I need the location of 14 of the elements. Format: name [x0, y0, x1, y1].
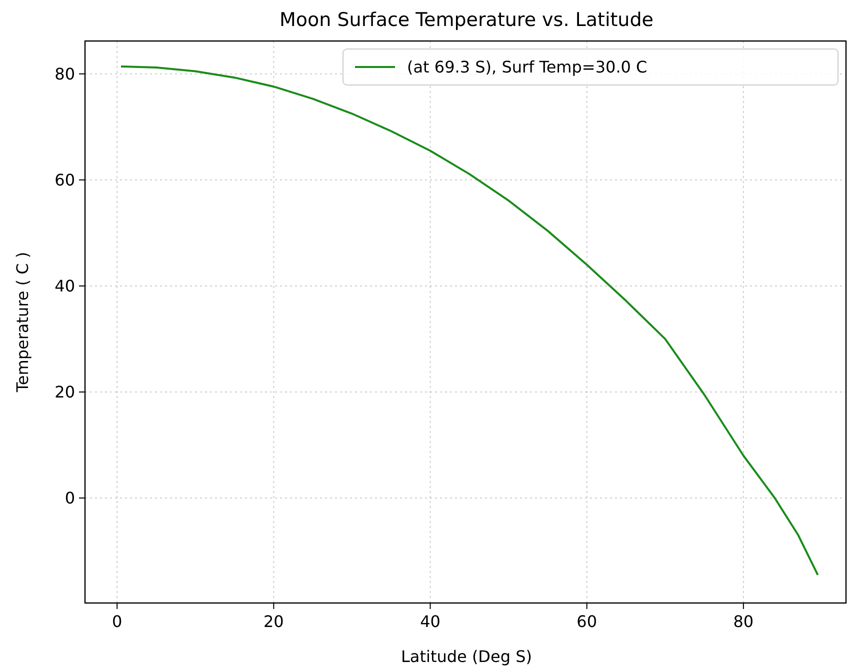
y-tick-label: 60	[54, 170, 75, 190]
y-tick-label: 80	[54, 64, 75, 84]
y-axis-title: Temperature ( C )	[13, 252, 32, 394]
legend-label: (at 69.3 S), Surf Temp=30.0 C	[407, 58, 648, 77]
x-tick-label: 80	[733, 612, 754, 631]
x-axis-title: Latitude (Deg S)	[401, 647, 532, 666]
chart-title: Moon Surface Temperature vs. Latitude	[280, 9, 654, 31]
y-tick-label: 40	[54, 276, 75, 296]
y-tick-label: 20	[54, 382, 75, 402]
x-tick-label: 60	[576, 612, 598, 631]
x-tick-label: 20	[264, 612, 284, 631]
x-tick-label: 0	[112, 612, 122, 631]
y-tick-label: 0	[64, 488, 75, 508]
x-tick-label: 40	[420, 612, 440, 631]
